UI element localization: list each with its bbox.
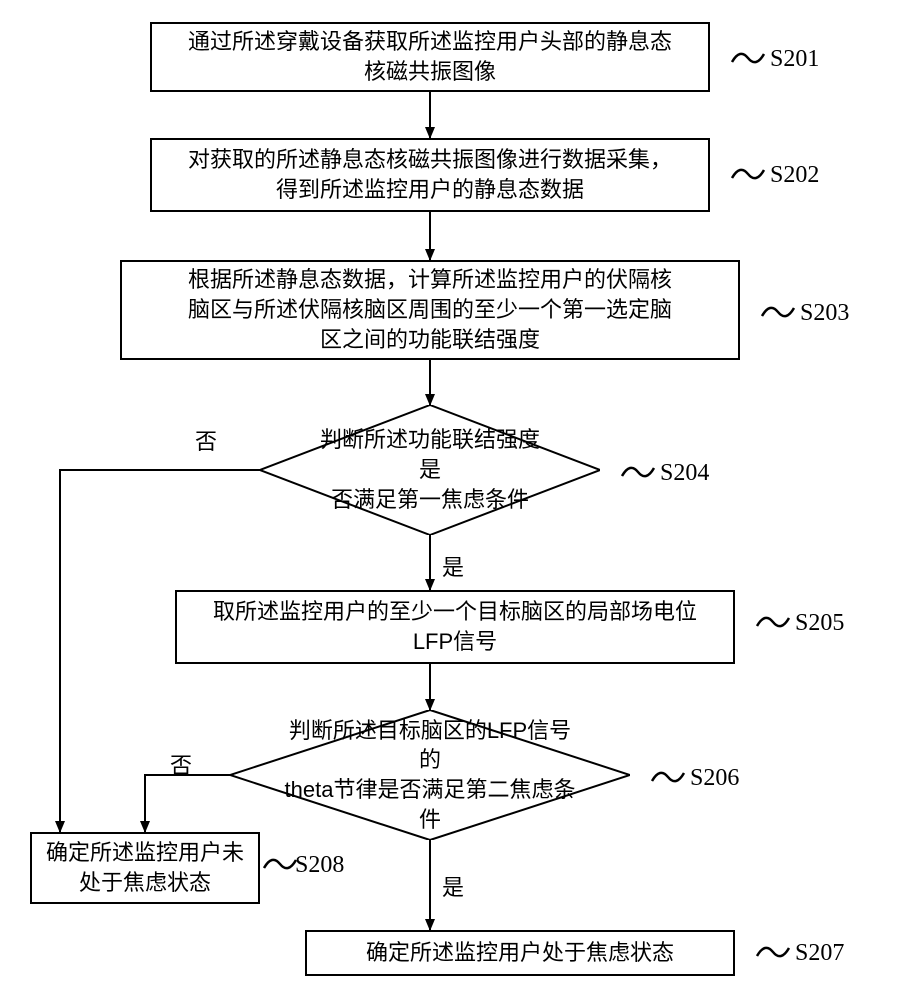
step-text: 根据所述静息态数据，计算所述监控用户的伏隔核脑区与所述伏隔核脑区周围的至少一个第… — [188, 265, 672, 354]
step-id-s205: S205 — [795, 610, 844, 637]
step-id-s202: S202 — [770, 162, 819, 189]
step-id-text: S203 — [800, 300, 849, 326]
step-text: 通过所述穿戴设备获取所述监控用户头部的静息态核磁共振图像 — [188, 27, 672, 86]
edge-label-yes1: 是 — [442, 550, 464, 582]
edge-label-text: 否 — [170, 753, 192, 778]
step-s201: 通过所述穿戴设备获取所述监控用户头部的静息态核磁共振图像 — [150, 22, 710, 92]
step-s208: 确定所述监控用户未处于焦虑状态 — [30, 832, 260, 904]
arrow-a6_no — [145, 775, 230, 832]
step-s203: 根据所述静息态数据，计算所述监控用户的伏隔核脑区与所述伏隔核脑区周围的至少一个第… — [120, 260, 740, 360]
decision-s206: 判断所述目标脑区的LFP信号的theta节律是否满足第二焦虑条件 — [230, 710, 630, 840]
edge-label-no1: 否 — [195, 424, 217, 456]
step-id-s207: S207 — [795, 940, 844, 967]
decision-text: 判断所述功能联结强度是否满足第一焦虑条件 — [310, 425, 550, 514]
edge-label-text: 否 — [195, 429, 217, 454]
step-id-s206: S206 — [690, 765, 739, 792]
edge-label-yes2: 是 — [442, 870, 464, 902]
decision-s204: 判断所述功能联结强度是否满足第一焦虑条件 — [260, 405, 600, 535]
step-text: 对获取的所述静息态核磁共振图像进行数据采集，得到所述监控用户的静息态数据 — [188, 145, 672, 204]
step-s207: 确定所述监控用户处于焦虑状态 — [305, 930, 735, 976]
step-id-text: S204 — [660, 460, 709, 486]
step-text: 确定所述监控用户处于焦虑状态 — [366, 938, 674, 968]
step-id-s204: S204 — [660, 460, 709, 487]
step-id-text: S206 — [690, 765, 739, 791]
decision-text: 判断所述目标脑区的LFP信号的theta节律是否满足第二焦虑条件 — [280, 716, 580, 835]
step-id-text: S208 — [295, 852, 344, 878]
step-id-s201: S201 — [770, 46, 819, 73]
step-id-text: S207 — [795, 940, 844, 966]
step-id-s208: S208 — [295, 852, 344, 879]
edge-label-text: 是 — [442, 555, 464, 580]
step-id-text: S205 — [795, 610, 844, 636]
edge-label-text: 是 — [442, 875, 464, 900]
step-id-s203: S203 — [800, 300, 849, 327]
step-s202: 对获取的所述静息态核磁共振图像进行数据采集，得到所述监控用户的静息态数据 — [150, 138, 710, 212]
edge-label-no2: 否 — [170, 748, 192, 780]
step-s205: 取所述监控用户的至少一个目标脑区的局部场电位LFP信号 — [175, 590, 735, 664]
step-id-text: S201 — [770, 46, 819, 72]
step-id-text: S202 — [770, 162, 819, 188]
step-text: 取所述监控用户的至少一个目标脑区的局部场电位LFP信号 — [213, 597, 697, 656]
step-text: 确定所述监控用户未处于焦虑状态 — [46, 838, 244, 897]
flowchart-canvas: 通过所述穿戴设备获取所述监控用户头部的静息态核磁共振图像 对获取的所述静息态核磁… — [0, 0, 911, 1000]
